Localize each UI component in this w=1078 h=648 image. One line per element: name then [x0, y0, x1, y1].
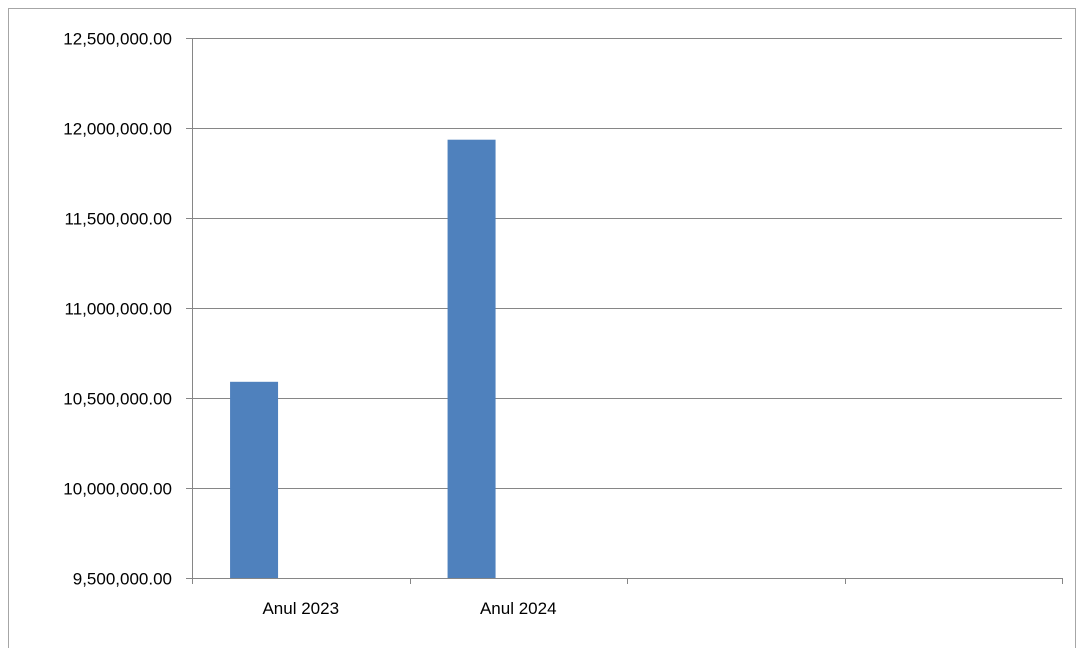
bar — [447, 139, 496, 578]
y-tick-label: 10,500,000.00 — [63, 390, 172, 409]
y-tick-label: 10,000,000.00 — [63, 480, 172, 499]
gridlines — [192, 38, 1062, 489]
y-tick-label: 11,500,000.00 — [65, 210, 172, 229]
bar-chart: 9,500,000.00 10,000,000.00 10,500,000.00 11… — [63, 30, 1063, 618]
x-tick-label: Anul 2023 — [262, 599, 339, 618]
y-tick-label: 11,000,000.00 — [65, 300, 172, 319]
y-tick-labels: 9,500,000.00 10,000,000.00 10,500,000.00 11… — [63, 30, 172, 589]
y-tick-label: 9,500,000.00 — [73, 570, 172, 589]
bar — [230, 381, 279, 578]
x-tick-labels: Anul 2023 Anul 2024 — [262, 599, 556, 618]
bars — [230, 139, 496, 578]
chart-frame — [8, 8, 1076, 648]
axes — [186, 38, 1063, 584]
y-tick-label: 12,000,000.00 — [63, 120, 172, 139]
y-tick-label: 12,500,000.00 — [63, 30, 172, 49]
x-tick-label: Anul 2024 — [480, 599, 557, 618]
